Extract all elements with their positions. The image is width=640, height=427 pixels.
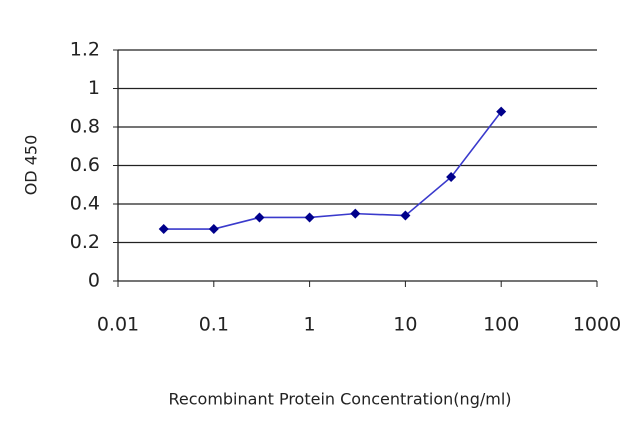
x-tick-label: 1 xyxy=(304,314,316,336)
x-axis-label: Recombinant Protein Concentration(ng/ml) xyxy=(168,390,511,409)
point xyxy=(158,224,169,235)
point xyxy=(400,210,411,221)
y-tick-label: 0.2 xyxy=(70,231,100,253)
y-tick-label: 0.6 xyxy=(70,154,100,176)
x-tick-label: 10 xyxy=(393,314,417,336)
point xyxy=(446,172,457,183)
point xyxy=(496,106,507,117)
y-tick-label: 1 xyxy=(88,77,100,99)
x-tick-label: 0.01 xyxy=(97,314,139,336)
point xyxy=(254,212,265,223)
point xyxy=(208,224,219,235)
y-tick-label: 0 xyxy=(88,270,100,292)
y-tick-label: 1.2 xyxy=(70,39,100,61)
x-tick-label: 1000 xyxy=(573,314,621,336)
x-tick-label: 0.1 xyxy=(199,314,229,336)
y-axis-label: OD 450 xyxy=(22,135,41,196)
point xyxy=(350,208,361,219)
x-tick-label: 100 xyxy=(483,314,519,336)
y-tick-label: 0.4 xyxy=(70,193,100,215)
y-tick-label: 0.8 xyxy=(70,116,100,138)
series-line xyxy=(163,111,502,230)
point xyxy=(304,212,315,223)
